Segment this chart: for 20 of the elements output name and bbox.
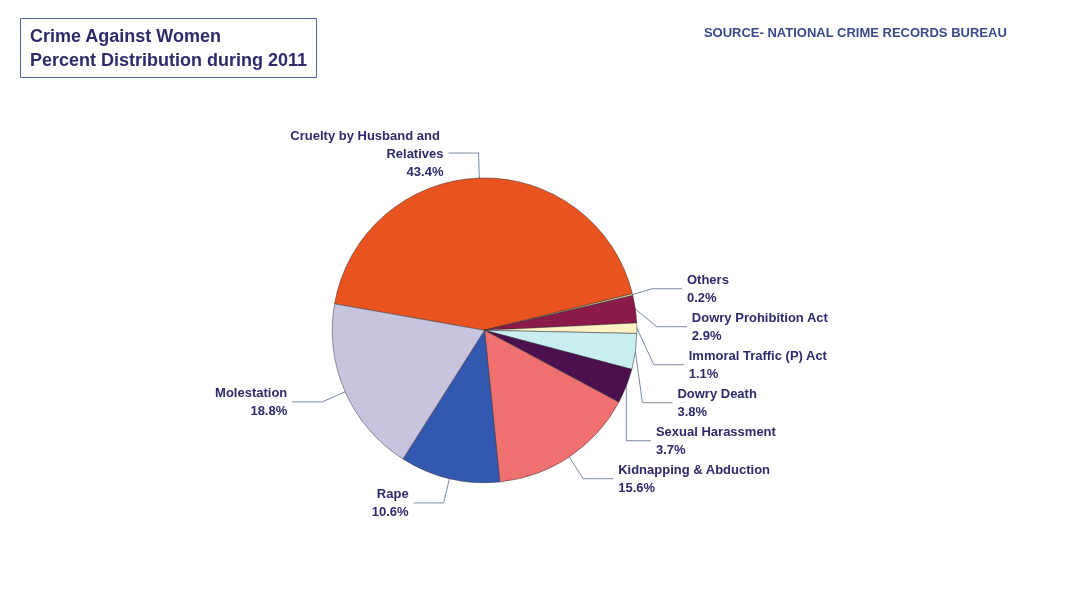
slice-label: Dowry Prohibition Act	[691, 310, 829, 326]
slice-label: Molestation	[215, 385, 288, 401]
slice-label: Others	[686, 272, 729, 288]
chart-title: Crime Against Women Percent Distribution during 2011	[30, 26, 308, 70]
data-label: 15.6%	[618, 480, 656, 496]
data-label: 3.7%	[655, 442, 687, 458]
data-label: 43.4%	[406, 163, 444, 179]
data-label: 3.8%	[677, 404, 708, 420]
data-label: 18.8%	[250, 403, 288, 419]
slice-label: Immoral Traffic (P) Act	[688, 348, 828, 364]
slice-label: Kidnapping & Abduction	[618, 462, 771, 478]
slice-label: Dowry Death	[677, 386, 757, 402]
data-label: 0.2%	[686, 290, 718, 306]
slice-label: Rape	[376, 486, 409, 502]
data-label: 2.9%	[691, 328, 722, 344]
data-label: 10.6%	[371, 504, 410, 520]
slice-label: Sexual Harassment	[655, 424, 777, 440]
source-note: SOURCE- NATIONAL CRIME RECORDS BUREAU	[703, 25, 1007, 40]
slice-label: Cruelty by Husband and Relatives	[290, 127, 444, 161]
data-label: 1.1%	[688, 366, 719, 382]
